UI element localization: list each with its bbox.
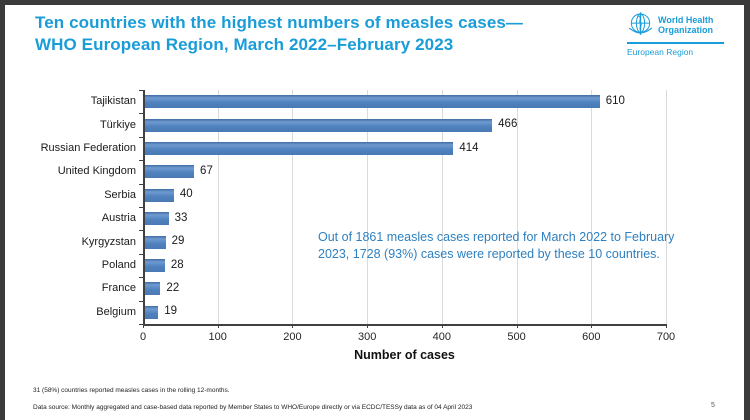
page-title: Ten countries with the highest numbers o…	[35, 12, 595, 56]
x-axis-line	[143, 324, 667, 326]
y-tick-mark	[139, 207, 143, 208]
bar	[144, 165, 195, 179]
title-line-1: Ten countries with the highest numbers o…	[35, 13, 524, 32]
x-tick-label: 400	[432, 331, 452, 343]
category-label: Tajikistan	[90, 95, 136, 108]
value-label: 40	[179, 188, 193, 201]
category-label: Russian Federation	[40, 142, 136, 154]
chart-annotation: Out of 1861 measles cases reported for M…	[318, 230, 675, 261]
bar	[144, 95, 600, 109]
x-tick-label: 500	[507, 331, 526, 343]
slide-content: Ten countries with the highest numbers o…	[5, 5, 744, 420]
who-org-line1: World Health	[658, 14, 714, 25]
title-line-2: WHO European Region, March 2022–February…	[35, 35, 454, 54]
data-source-note: Data source: Monthly aggregated and case…	[33, 404, 473, 411]
value-label: 67	[200, 164, 213, 177]
who-org-line2: Organization	[658, 24, 714, 35]
y-tick-mark	[139, 160, 143, 162]
x-tick-label: 100	[208, 331, 227, 343]
y-tick-mark	[139, 183, 143, 185]
gridline	[217, 90, 219, 324]
x-tick-mark	[666, 324, 667, 328]
who-region-label: European Region	[627, 46, 694, 57]
y-tick-mark	[139, 300, 143, 302]
category-label: Belgium	[96, 305, 136, 318]
bar	[144, 188, 174, 202]
gridline	[666, 90, 667, 324]
value-label: 19	[164, 305, 177, 318]
y-tick-mark	[139, 324, 143, 325]
y-tick-mark	[139, 230, 143, 232]
y-tick-mark	[139, 113, 143, 115]
value-label: 414	[459, 141, 479, 154]
value-label: 28	[170, 258, 184, 271]
category-label: Serbia	[104, 188, 136, 201]
x-tick-mark	[292, 324, 294, 328]
gridline	[367, 90, 369, 324]
value-label: 29	[171, 235, 185, 248]
category-label: Austria	[101, 212, 136, 225]
bar	[144, 118, 493, 132]
category-label: Poland	[101, 259, 136, 271]
x-tick-mark	[591, 324, 593, 328]
y-tick-mark	[139, 136, 143, 138]
value-label: 33	[174, 211, 188, 224]
bar	[144, 142, 454, 155]
category-label: Türkiye	[99, 118, 136, 131]
who-emblem-icon	[628, 12, 653, 35]
bar	[144, 212, 169, 226]
x-tick-mark	[143, 324, 144, 328]
gridline	[292, 90, 294, 324]
logo-divider	[627, 42, 724, 44]
x-tick-mark	[367, 324, 369, 328]
x-tick-label: 700	[656, 331, 676, 343]
x-tick-label: 0	[139, 331, 147, 343]
bar	[144, 259, 165, 272]
bar	[144, 282, 161, 296]
value-label: 22	[166, 281, 180, 294]
bar	[144, 235, 166, 249]
x-tick-mark	[441, 324, 443, 328]
y-axis-line	[143, 90, 145, 325]
x-tick-label: 200	[283, 331, 302, 343]
y-tick-mark	[139, 277, 143, 279]
gridline	[591, 90, 593, 324]
y-tick-mark	[139, 253, 143, 255]
gridline	[441, 90, 443, 324]
bar	[144, 305, 159, 319]
y-tick-mark	[139, 90, 143, 91]
x-tick-mark	[217, 324, 219, 328]
x-tick-mark	[516, 324, 518, 328]
value-label: 610	[605, 94, 625, 107]
category-label: United Kingdom	[57, 165, 136, 178]
x-tick-label: 600	[582, 331, 601, 343]
who-org-name: World Health Organization	[658, 15, 713, 35]
page-number: 5	[711, 402, 715, 409]
who-logo: World Health Organization European Regio…	[627, 11, 727, 57]
gridline	[516, 90, 518, 324]
footnote: 31 (58%) countries reported measles case…	[33, 387, 230, 394]
bar-chart: Tajikistan 610 Türkiye 466 Russian Federatio…	[5, 5, 744, 420]
category-label: Kyrgyzstan	[81, 235, 136, 248]
x-axis-title: Number of cases	[354, 348, 455, 362]
value-label: 466	[498, 118, 518, 131]
x-tick-label: 300	[357, 331, 377, 343]
category-label: France	[101, 282, 136, 295]
